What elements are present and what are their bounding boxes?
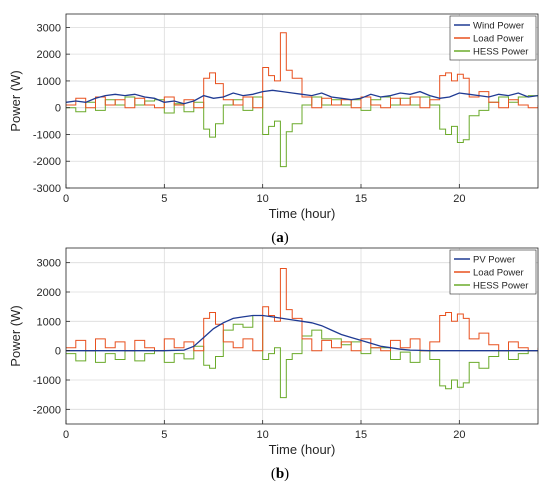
x-tick-label: 20: [453, 193, 465, 205]
y-tick-label: 3000: [37, 22, 61, 34]
y-tick-label: -1000: [33, 375, 61, 387]
axes-frame: [65, 13, 539, 189]
axes-frame: [65, 247, 539, 425]
chart-1: 0 5 10 15 20 -3000 -2000 -1000 0 1000 2000 3000 Time…: [8, 13, 539, 246]
x-axis-label: Time (hour): [269, 442, 336, 457]
y-tick-label: 2000: [37, 287, 61, 299]
y-tick-label: -3000: [33, 183, 61, 195]
series-group: [66, 32, 538, 168]
x-tick-label: 10: [257, 193, 269, 205]
legend: Wind Power Load Power HESS Power: [449, 15, 537, 61]
legend-entry: Wind Power: [473, 21, 524, 32]
y-axis-label: Power (W): [8, 70, 23, 131]
y-tick-label: 2000: [37, 49, 61, 61]
y-tick-label: 1000: [37, 76, 61, 88]
figure-caption: (a): [271, 230, 289, 246]
x-tick-label: 0: [63, 193, 69, 205]
series-line-load-power: [66, 268, 538, 352]
legend-entry: HESS Power: [473, 281, 528, 292]
x-tick-label: 20: [453, 429, 465, 441]
series-line-hess-power: [66, 95, 538, 168]
chart-2: 0 5 10 15 20 -2000 -1000 0 1000 2000 3000 Time (hou…: [8, 247, 539, 482]
y-tick-label: -2000: [33, 404, 61, 416]
x-tick-label: 0: [63, 429, 69, 441]
y-tick-label: -2000: [33, 156, 61, 168]
legend-entry: Load Power: [473, 268, 524, 279]
x-tick-label: 15: [355, 429, 367, 441]
x-tick-label: 5: [161, 429, 167, 441]
series-group: [66, 268, 538, 399]
legend-entry: HESS Power: [473, 47, 528, 58]
y-tick-label: 0: [55, 103, 61, 115]
y-tick-label: 3000: [37, 258, 61, 270]
legend: PV Power Load Power HESS Power: [449, 249, 537, 295]
series-line-wind-power: [66, 89, 538, 105]
y-tick-label: 1000: [37, 316, 61, 328]
series-line-hess-power: [66, 315, 538, 399]
y-axis-label: Power (W): [8, 305, 23, 366]
x-tick-label: 15: [355, 193, 367, 205]
series-line-load-power: [66, 32, 538, 109]
series-line-pv-power: [66, 314, 538, 352]
legend-entry: Load Power: [473, 34, 524, 45]
x-tick-label: 5: [161, 193, 167, 205]
legend-entry: PV Power: [473, 255, 515, 266]
x-tick-label: 10: [257, 429, 269, 441]
x-axis-label: Time (hour): [269, 206, 336, 221]
figure-caption: (b): [271, 466, 289, 482]
y-tick-label: -1000: [33, 129, 61, 141]
y-tick-label: 0: [55, 346, 61, 358]
